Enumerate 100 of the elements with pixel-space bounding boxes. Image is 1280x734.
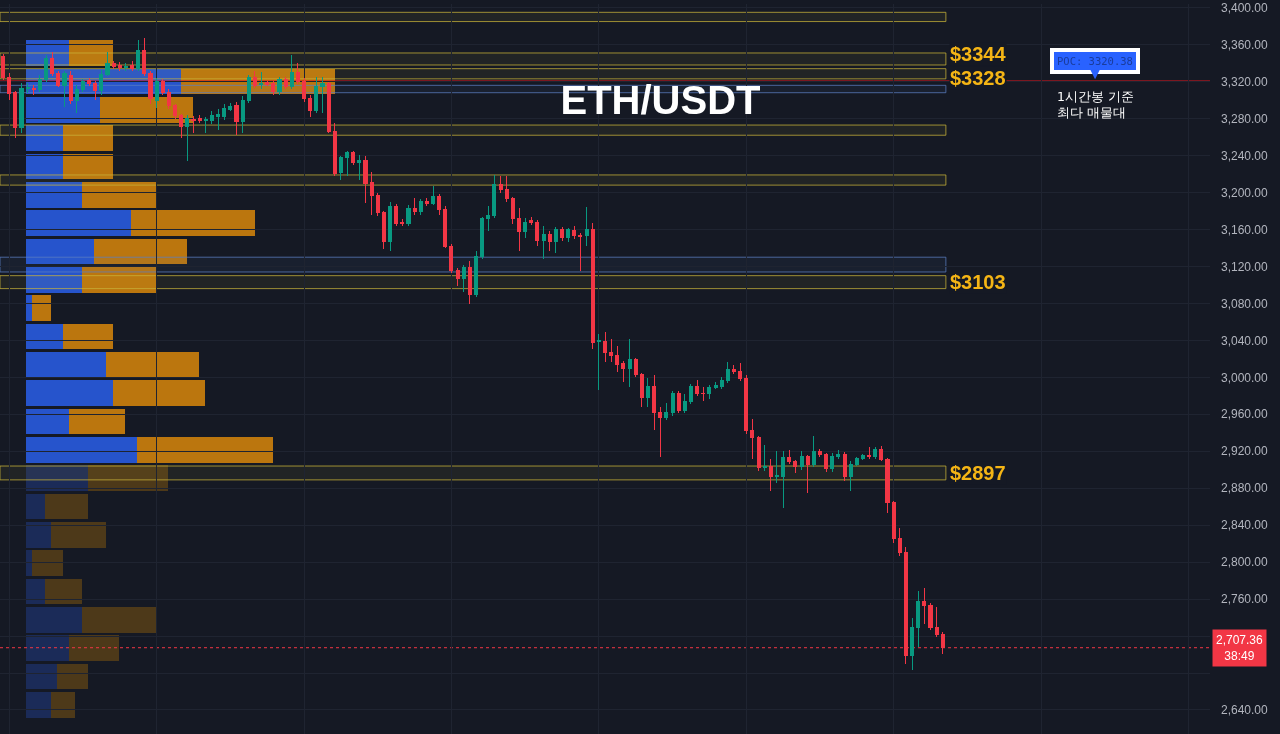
candlestick xyxy=(805,454,810,494)
candlestick xyxy=(824,452,829,473)
candlestick xyxy=(68,70,73,105)
candlestick xyxy=(240,95,245,134)
candlestick xyxy=(222,103,227,121)
candlestick xyxy=(848,460,853,492)
candlestick xyxy=(406,204,411,227)
band-label: $3328 xyxy=(950,67,1006,89)
candlestick xyxy=(7,72,12,101)
candlestick xyxy=(136,39,141,72)
candlestick xyxy=(381,210,386,250)
bar xyxy=(69,635,119,661)
bar xyxy=(26,493,45,520)
candlestick xyxy=(811,435,816,468)
candlestick xyxy=(216,108,221,131)
candlestick xyxy=(437,193,442,216)
candlestick xyxy=(867,446,872,460)
candlestick xyxy=(830,452,835,473)
candlestick xyxy=(394,203,399,227)
candlestick xyxy=(787,449,792,465)
candlestick xyxy=(1,53,6,81)
y-tick-label: 3,320.00 xyxy=(1221,74,1269,89)
bar xyxy=(26,578,45,605)
bar xyxy=(106,352,200,378)
candlestick xyxy=(860,453,866,461)
bar xyxy=(32,550,64,576)
candlestick xyxy=(308,94,313,118)
candlestick xyxy=(351,150,356,166)
candlestick xyxy=(480,216,485,260)
candlestick xyxy=(234,101,239,136)
y-tick-label: 3,120.00 xyxy=(1221,259,1269,274)
bar xyxy=(63,323,113,350)
candlestick xyxy=(529,216,534,226)
candlestick xyxy=(185,114,190,162)
bar xyxy=(26,153,64,180)
bar xyxy=(26,437,138,463)
band-label: $3103 xyxy=(950,271,1006,293)
candlestick xyxy=(504,175,509,203)
candlestick xyxy=(793,459,798,474)
candlestick xyxy=(572,225,577,240)
candlestick xyxy=(799,450,804,471)
candlestick xyxy=(535,219,540,247)
bar xyxy=(26,182,82,208)
bar xyxy=(81,182,156,208)
candlestick xyxy=(289,54,294,90)
y-tick-label: 2,760.00 xyxy=(1221,592,1269,607)
candlestick xyxy=(541,225,546,260)
y-tick-label: 3,040.00 xyxy=(1221,333,1269,348)
y-tick-label: 3,240.00 xyxy=(1221,148,1269,163)
bar xyxy=(44,578,82,605)
candlestick xyxy=(744,374,749,435)
bar xyxy=(26,40,70,66)
candlestick xyxy=(173,103,178,120)
candlestick xyxy=(590,222,595,350)
bar xyxy=(50,522,107,548)
candlestick xyxy=(31,84,36,96)
bar xyxy=(137,437,274,463)
bar xyxy=(63,125,113,151)
candlestick xyxy=(338,155,343,181)
candlestick xyxy=(283,76,288,90)
candlestick xyxy=(633,357,638,378)
candlestick xyxy=(621,360,626,383)
candlestick xyxy=(566,227,571,243)
y-tick-label: 2,960.00 xyxy=(1221,407,1269,422)
y-tick-label: 3,280.00 xyxy=(1221,111,1269,126)
bar xyxy=(26,692,51,718)
candlestick xyxy=(553,226,558,254)
candlestick xyxy=(44,54,49,83)
candlestick xyxy=(584,206,589,247)
bar xyxy=(26,267,82,293)
candlestick xyxy=(510,196,515,225)
candlestick xyxy=(578,232,583,272)
candlestick xyxy=(332,122,337,177)
bar xyxy=(131,210,255,236)
bar xyxy=(26,238,94,265)
candlestick xyxy=(424,197,429,207)
candlestick xyxy=(695,379,700,397)
candlestick xyxy=(897,527,902,557)
candlestick xyxy=(682,393,687,414)
bar xyxy=(26,663,57,690)
bar xyxy=(69,408,125,435)
candlestick xyxy=(154,77,159,109)
candlestick xyxy=(80,78,85,93)
candlestick xyxy=(56,70,61,88)
candlestick xyxy=(842,451,847,482)
candlestick xyxy=(559,226,565,242)
candlestick xyxy=(258,71,264,90)
candlestick xyxy=(93,80,98,101)
candlestick xyxy=(50,51,55,77)
candlestick xyxy=(375,192,380,217)
bar xyxy=(26,522,51,548)
y-tick-label: 2,640.00 xyxy=(1221,703,1269,718)
bar xyxy=(26,323,64,350)
bar xyxy=(100,97,193,123)
ref-line-label: 2,707.36 38:49 xyxy=(1216,633,1264,663)
candlestick xyxy=(252,70,257,89)
candlestick xyxy=(301,77,307,103)
bar xyxy=(26,635,70,661)
candlestick xyxy=(74,84,79,114)
y-tick-label: 2,840.00 xyxy=(1221,518,1269,533)
